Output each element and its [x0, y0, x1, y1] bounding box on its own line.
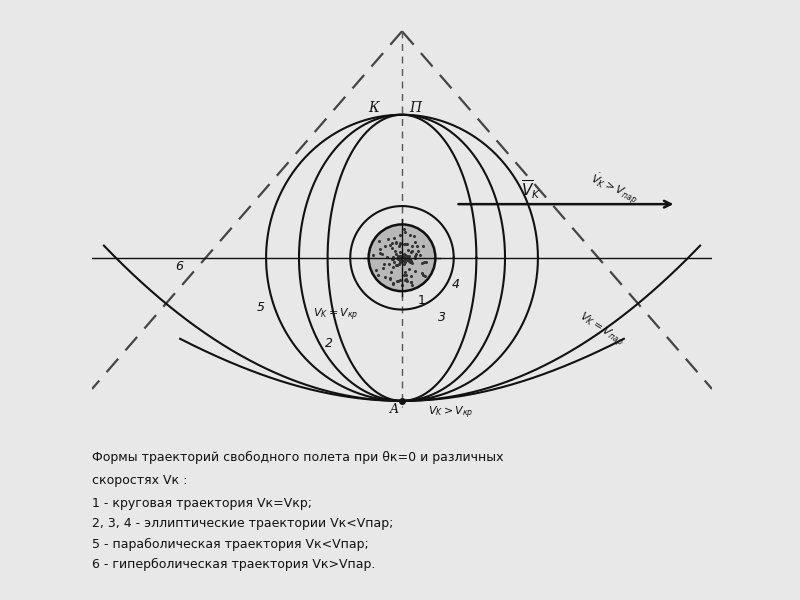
- Text: 6: 6: [175, 260, 183, 273]
- Text: 1 - круговая траектория Vк=Vкр;: 1 - круговая траектория Vк=Vкр;: [92, 497, 312, 510]
- Text: 4: 4: [452, 278, 460, 290]
- Text: $V_K=V_{пар}$: $V_K=V_{пар}$: [575, 309, 626, 350]
- Text: 6 - гиперболическая траектория Vк>Vпар.: 6 - гиперболическая траектория Vк>Vпар.: [92, 558, 375, 571]
- Text: $\dot{V}_K>V_{пар}$: $\dot{V}_K>V_{пар}$: [587, 169, 642, 208]
- Text: $\overline{V}_K$: $\overline{V}_K$: [522, 178, 542, 200]
- Text: скоростях Vк :: скоростях Vк :: [92, 474, 187, 487]
- Text: 5 - параболическая траектория Vк<Vпар;: 5 - параболическая траектория Vк<Vпар;: [92, 538, 369, 551]
- Text: $V_K=V_{кр}$: $V_K=V_{кр}$: [313, 307, 358, 323]
- Text: П: П: [409, 101, 422, 115]
- Text: К: К: [369, 101, 379, 115]
- Text: A: A: [390, 403, 399, 416]
- Text: 5: 5: [257, 301, 265, 314]
- Circle shape: [369, 224, 435, 291]
- Text: $V_K>V_{кр}$: $V_K>V_{кр}$: [428, 404, 474, 421]
- Text: 1: 1: [418, 293, 426, 307]
- Text: 2, 3, 4 - эллиптические траектории Vк<Vпар;: 2, 3, 4 - эллиптические траектории Vк<Vп…: [92, 517, 394, 530]
- Text: 3: 3: [438, 311, 446, 324]
- Text: Формы траекторий свободного полета при θк=0 и различных: Формы траекторий свободного полета при θ…: [92, 451, 503, 464]
- Text: 2: 2: [325, 337, 333, 350]
